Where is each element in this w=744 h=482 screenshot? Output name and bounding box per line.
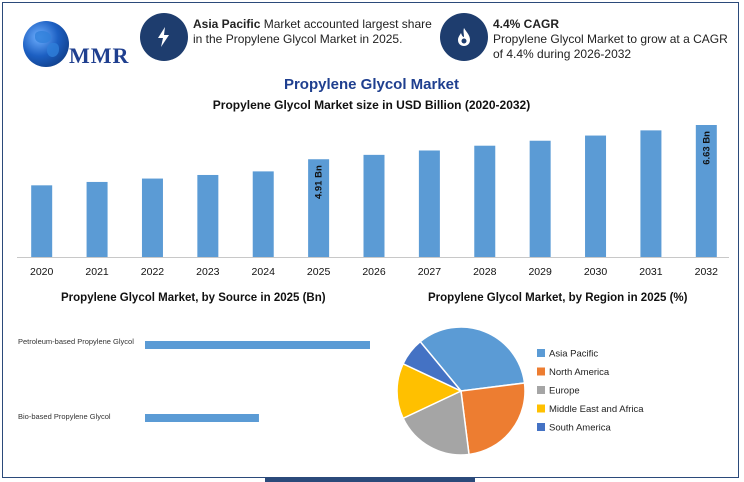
bar-2023 — [197, 174, 219, 257]
bar-2020 — [31, 185, 53, 257]
legend-label-0: Asia Pacific — [549, 349, 598, 360]
hbar-label-bio: Bio-based Propylene Glycol — [18, 412, 111, 421]
legend-label-3: Middle East and Africa — [549, 404, 644, 415]
bar-2022 — [141, 178, 163, 257]
chart-subtitle: Propylene Glycol Market size in USD Bill… — [212, 98, 531, 112]
pie-slice-asia-pacific — [419, 326, 526, 392]
region-legend: Asia Pacific North America Europe Middle Ea… — [537, 349, 644, 434]
legend-swatch-2 — [537, 386, 545, 394]
x-tick-2031: 2031 — [639, 266, 663, 278]
data-label-2025: 4.91 Bn — [314, 165, 325, 199]
hbar-petroleum — [145, 341, 370, 349]
legend-swatch-3 — [537, 404, 545, 413]
x-tick-2025: 2025 — [307, 266, 331, 278]
pie-slice-south-america — [402, 340, 462, 392]
x-tick-2026: 2026 — [362, 266, 386, 278]
bar-2032 — [695, 125, 717, 257]
legend-label-4: South America — [549, 423, 611, 434]
flame-icon — [440, 13, 488, 61]
x-tick-2024: 2024 — [252, 266, 276, 278]
region-pie-chart — [396, 326, 526, 456]
x-tick-2028: 2028 — [473, 266, 497, 278]
bar-2031 — [640, 130, 662, 257]
x-tick-2023: 2023 — [196, 266, 220, 278]
x-tick-2029: 2029 — [528, 266, 552, 278]
chart-title: Propylene Glycol Market — [283, 76, 460, 93]
bar-2024 — [252, 171, 274, 257]
bar-2030 — [585, 135, 607, 257]
pie-slice-north-america — [460, 382, 526, 456]
legend-swatch-1 — [537, 367, 545, 376]
info1-bold: Asia Pacific — [193, 17, 261, 31]
info1-text: Market accounted largest share in the Pr… — [193, 17, 432, 46]
pie-slice-middle-east-and-africa — [396, 362, 463, 420]
bar-2029 — [529, 140, 551, 257]
x-tick-2020: 2020 — [30, 266, 54, 278]
x-tick-2030: 2030 — [584, 266, 608, 278]
pie-slice-europe — [402, 389, 470, 456]
legend-label-1: North America — [549, 367, 610, 378]
region-chart-title: Propylene Glycol Market, by Region in 20… — [428, 292, 688, 304]
legend-swatch-0 — [537, 349, 545, 357]
legend-swatch-4 — [537, 423, 545, 431]
asia-pacific-info: Asia Pacific Market accounted largest sh… — [193, 17, 433, 47]
data-label-2032: 6.63 Bn — [701, 131, 712, 165]
bar-2021 — [86, 181, 108, 257]
x-tick-2027: 2027 — [418, 266, 442, 278]
lightning-icon — [140, 13, 188, 61]
logo-text: MMR — [69, 43, 130, 68]
source-bar-chart — [145, 341, 370, 422]
info2-text: Propylene Glycol Market to grow at a CAG… — [493, 32, 728, 61]
globe-icon — [23, 21, 69, 67]
x-tick-2032: 2032 — [695, 266, 719, 278]
mmr-logo: MMR — [17, 17, 130, 73]
bar-2027 — [418, 150, 440, 257]
x-tick-2022: 2022 — [141, 266, 165, 278]
info2-bold: 4.4% CAGR — [493, 17, 560, 31]
source-chart-title: Propylene Glycol Market, by Source in 20… — [61, 292, 326, 304]
bar-2025 — [308, 159, 330, 257]
cagr-info: 4.4% CAGR Propylene Glycol Market to gro… — [493, 17, 733, 62]
x-tick-2021: 2021 — [85, 266, 109, 278]
market-size-bar-chart: 2020 2021 2022 2023 2024 2025 4.91 Bn 2026 2027 2… — [17, 125, 729, 278]
legend-label-2: Europe — [549, 386, 580, 397]
bar-2026 — [363, 154, 385, 257]
bar-2028 — [474, 145, 496, 257]
hbar-bio — [145, 414, 259, 422]
infographic-frame: MMR Asia Pacific Market accounted larges… — [2, 2, 739, 478]
bottom-accent-bar — [265, 478, 475, 482]
hbar-label-petroleum: Petroleum-based Propylene Glycol — [18, 337, 134, 346]
